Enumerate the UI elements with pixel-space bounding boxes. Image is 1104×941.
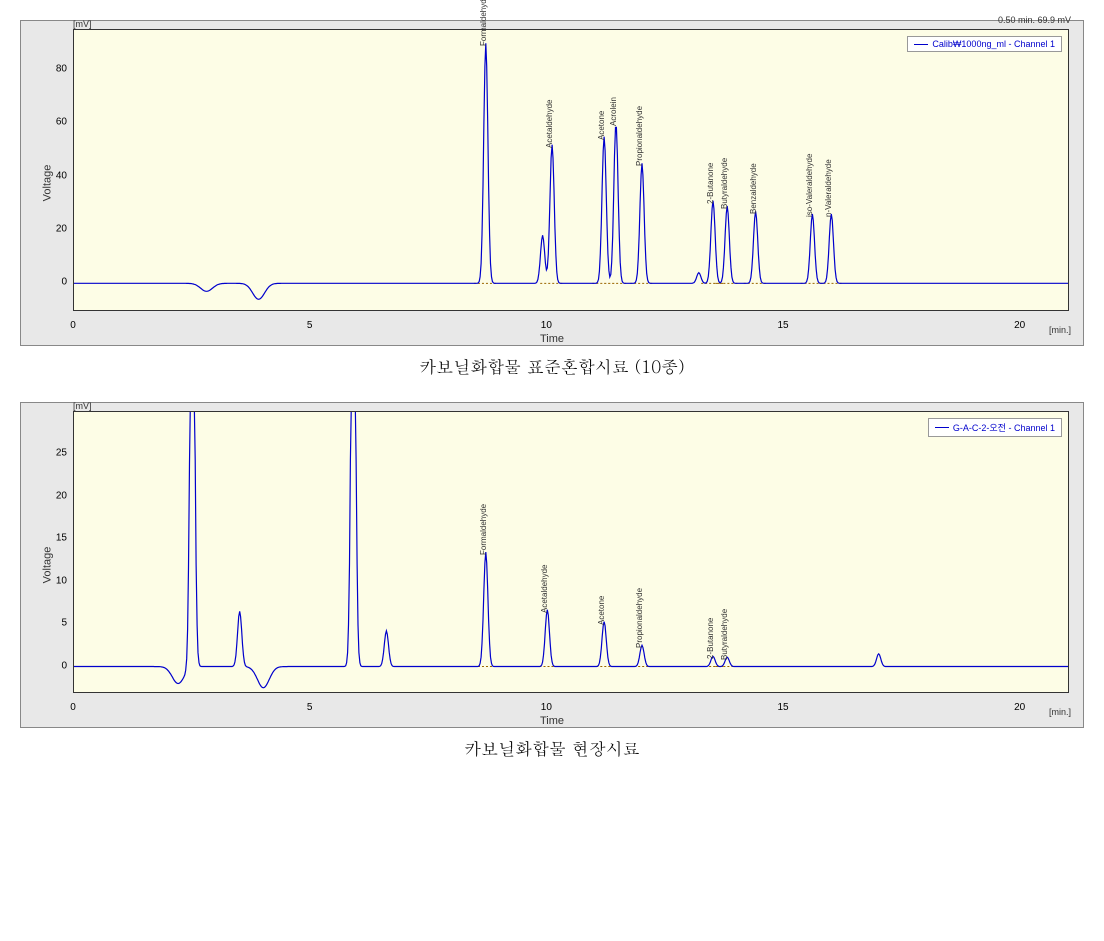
peak-label: Acetaldehyde	[540, 564, 549, 612]
y-tick: 0	[51, 277, 67, 288]
peak-label: Benzaldehyde	[749, 164, 758, 215]
chart-caption: 카보닐화합물 표준혼합시료 (10종)	[20, 354, 1084, 378]
x-axis-label: Time	[540, 333, 564, 345]
x-tick: 10	[541, 702, 552, 713]
x-unit-label: [min.]	[1049, 325, 1071, 335]
x-tick: 15	[777, 702, 788, 713]
y-tick: 20	[51, 490, 67, 501]
peak-label: 2-Butanone	[706, 618, 715, 659]
cursor-readout: 0.50 min. 69.9 mV	[998, 15, 1071, 25]
peak-label: Acetone	[597, 595, 606, 624]
chart-caption: 카보닐화합물 현장시료	[20, 736, 1084, 760]
peak-label: 2-Butanone	[706, 162, 715, 203]
chart-frame: [mV] 0.50 min. 69.9 mV Voltage Calib₩100…	[20, 20, 1084, 346]
legend-box: G-A-C-2-오전 - Channel 1	[928, 418, 1062, 437]
y-tick: 40	[51, 170, 67, 181]
x-tick: 0	[70, 320, 76, 331]
chromatogram-trace	[74, 412, 1068, 692]
x-tick: 20	[1014, 702, 1025, 713]
legend-label: Calib₩1000ng_ml - Channel 1	[932, 39, 1055, 49]
legend-box: Calib₩1000ng_ml - Channel 1	[907, 36, 1062, 52]
peak-label: Propionaldehyde	[635, 106, 644, 166]
y-tick: 10	[51, 575, 67, 586]
x-tick: 5	[307, 702, 313, 713]
y-unit-label: [mV]	[73, 401, 92, 411]
x-axis-label: Time	[540, 715, 564, 727]
plot-area: G-A-C-2-오전 - Channel 1 Formaldehyde Aceta…	[73, 411, 1069, 693]
y-tick: 15	[51, 533, 67, 544]
x-tick: 5	[307, 320, 313, 331]
x-tick: 20	[1014, 320, 1025, 331]
y-tick: 20	[51, 224, 67, 235]
peak-label: Acrolein	[609, 97, 618, 126]
chromatogram-field: [mV] Voltage G-A-C-2-오전 - Channel 1 Form…	[20, 402, 1084, 760]
legend-line-icon	[914, 44, 928, 45]
x-unit-label: [min.]	[1049, 707, 1071, 717]
chromatogram-standard: [mV] 0.50 min. 69.9 mV Voltage Calib₩100…	[20, 20, 1084, 378]
x-tick: 0	[70, 702, 76, 713]
y-tick: 60	[51, 117, 67, 128]
peak-label: Propionaldehyde	[635, 588, 644, 648]
peak-label: Acetone	[597, 110, 606, 139]
y-tick: 5	[51, 618, 67, 629]
y-tick: 80	[51, 64, 67, 75]
peak-label: iso-Valeraldehyde	[805, 154, 814, 217]
peak-label: Butyraldehyde	[720, 158, 729, 209]
peak-label: Formaldehyde	[479, 0, 488, 46]
legend-line-icon	[935, 427, 949, 428]
y-unit-label: [mV]	[73, 19, 92, 29]
x-tick: 10	[541, 320, 552, 331]
plot-area: Calib₩1000ng_ml - Channel 1 Formaldehyde…	[73, 29, 1069, 311]
x-tick: 15	[777, 320, 788, 331]
peak-label: Acetaldehyde	[545, 99, 554, 147]
peak-label: Formaldehyde	[479, 504, 488, 555]
peak-label: Butyraldehyde	[720, 609, 729, 660]
peak-label: n-Valeraldehyde	[824, 159, 833, 217]
y-tick: 25	[51, 448, 67, 459]
legend-label: G-A-C-2-오전 - Channel 1	[953, 421, 1055, 434]
y-tick: 0	[51, 660, 67, 671]
chromatogram-trace	[74, 30, 1068, 310]
chart-frame: [mV] Voltage G-A-C-2-오전 - Channel 1 Form…	[20, 402, 1084, 728]
